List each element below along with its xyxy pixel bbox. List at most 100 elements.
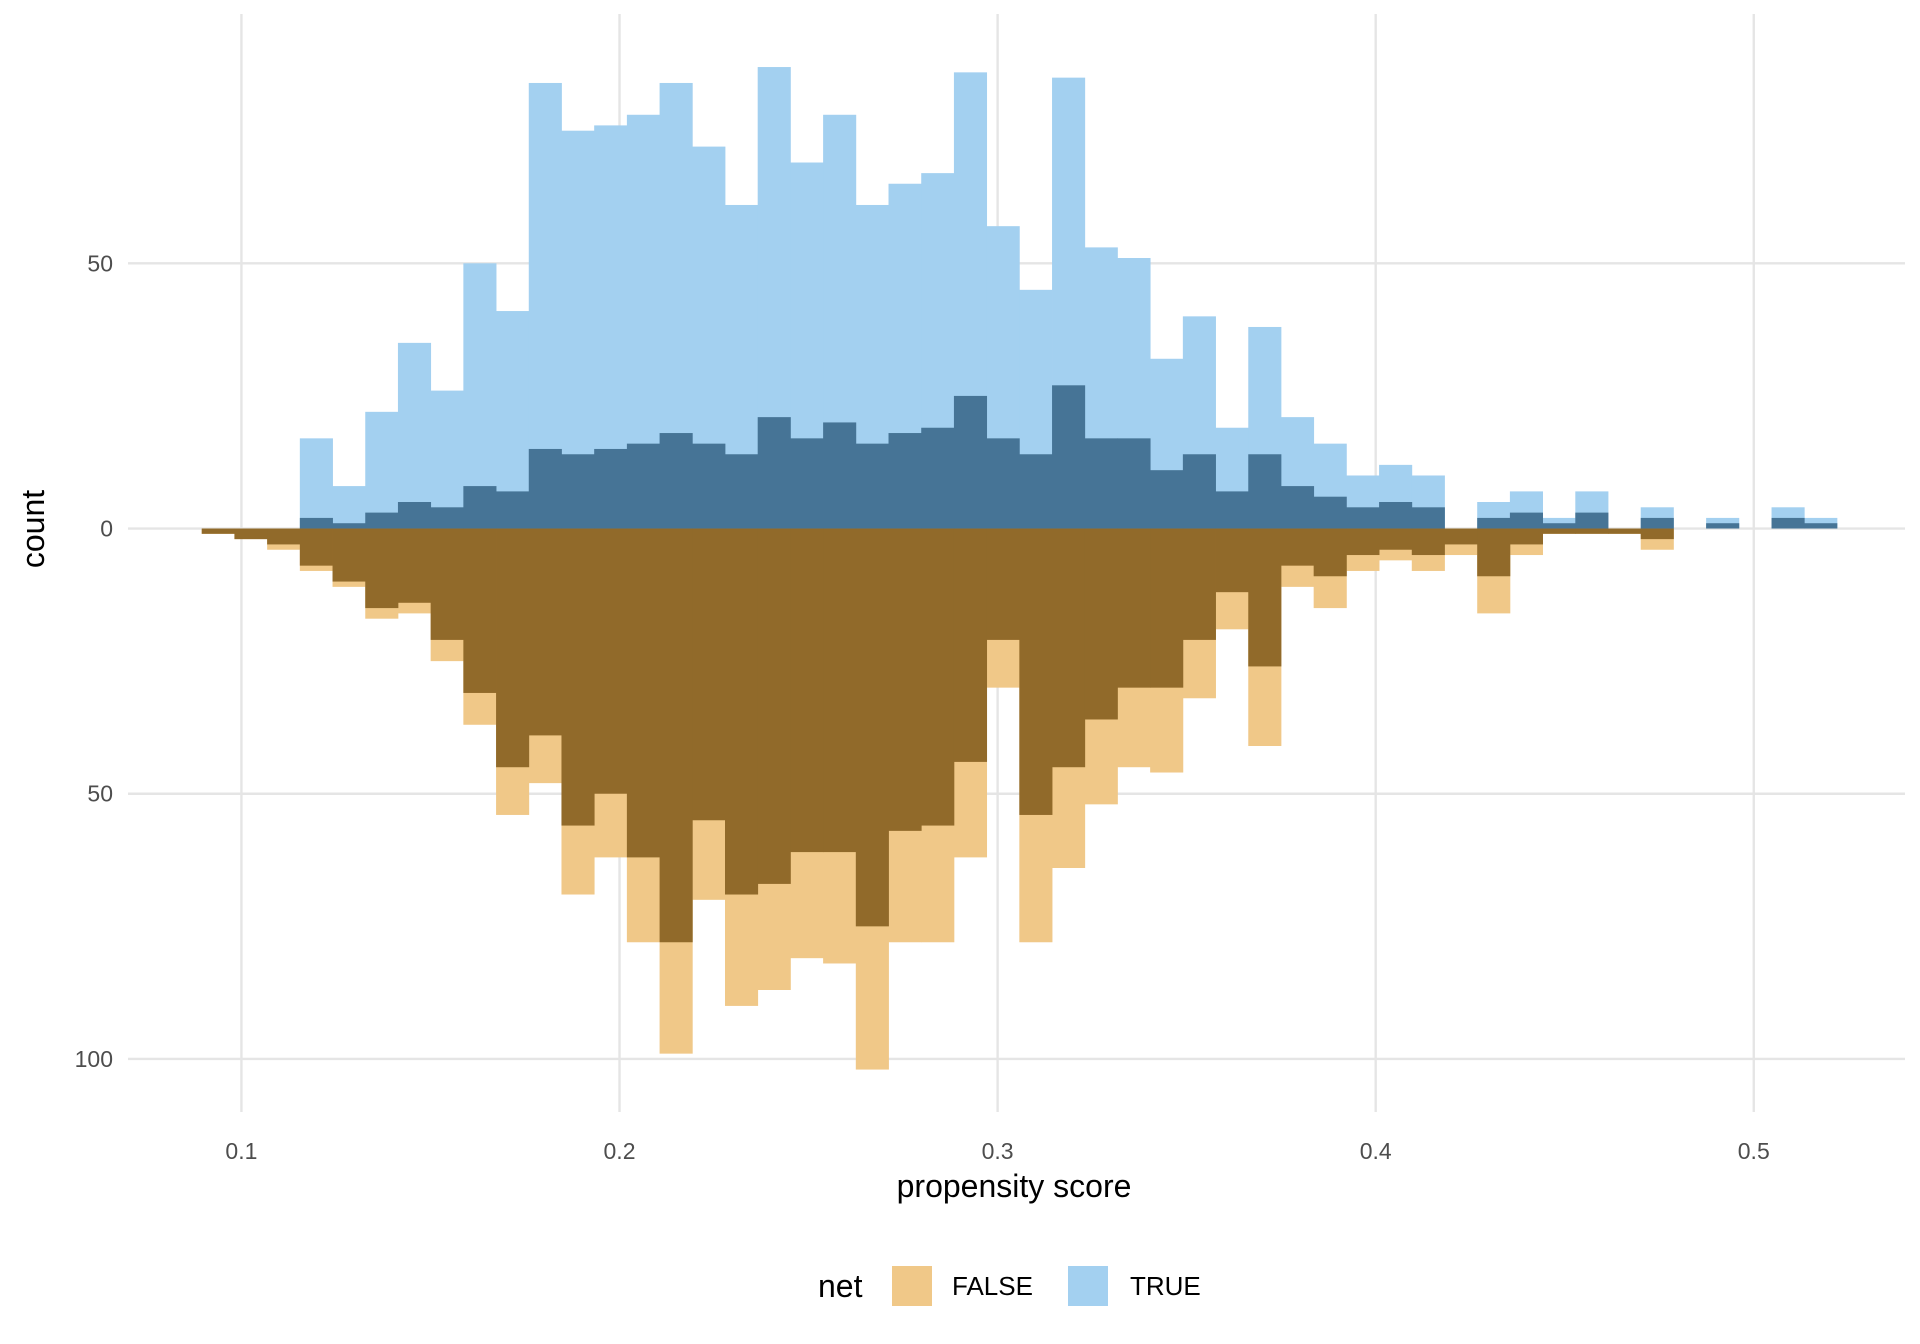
bar-true-raw bbox=[365, 411, 399, 529]
bar-false-weighted bbox=[626, 528, 660, 858]
x-tick-label: 0.3 bbox=[982, 1138, 1014, 1164]
bar-false-weighted bbox=[1379, 528, 1413, 550]
bar-false-weighted bbox=[561, 528, 595, 826]
bar-true-weighted bbox=[1117, 438, 1151, 529]
bar-true-weighted bbox=[332, 523, 366, 529]
bar-true-raw bbox=[332, 486, 366, 529]
legend-swatch-true bbox=[1068, 1266, 1108, 1306]
y-axis-title: count bbox=[15, 490, 51, 568]
bar-true-weighted bbox=[1215, 491, 1249, 529]
bar-false-weighted bbox=[1411, 528, 1445, 556]
bar-true-weighted bbox=[1379, 502, 1413, 529]
axis-tick-labels: 0.1 0.2 0.3 0.4 0.5 50 0 50 100 bbox=[75, 250, 1770, 1164]
bar-true-weighted bbox=[528, 448, 562, 529]
bar-false-weighted bbox=[1182, 528, 1216, 640]
bar-false-weighted bbox=[757, 528, 791, 884]
bar-false-weighted bbox=[855, 528, 889, 927]
bar-false-weighted bbox=[1509, 528, 1543, 545]
bar-false-weighted bbox=[692, 528, 726, 821]
bar-false-weighted bbox=[1575, 528, 1609, 534]
legend-title: net bbox=[818, 1268, 863, 1304]
y-tick-label: 50 bbox=[87, 781, 113, 807]
bar-true-weighted bbox=[757, 417, 791, 529]
bar-false-weighted bbox=[365, 528, 399, 609]
bar-true-weighted bbox=[1411, 507, 1445, 529]
bar-true-weighted bbox=[986, 438, 1020, 529]
bar-false-weighted bbox=[430, 528, 464, 640]
bar-true-weighted bbox=[659, 433, 693, 529]
bar-true-weighted bbox=[1248, 454, 1282, 529]
bar-true-weighted bbox=[594, 448, 628, 529]
bar-false-weighted bbox=[1346, 528, 1380, 556]
bar-false-weighted bbox=[1313, 528, 1347, 577]
bar-true-weighted bbox=[1542, 523, 1576, 529]
legend: net FALSE TRUE bbox=[818, 1266, 1201, 1306]
x-tick-label: 0.4 bbox=[1360, 1138, 1392, 1164]
bar-true-weighted bbox=[921, 427, 955, 529]
bar-true-weighted bbox=[1052, 385, 1086, 529]
bar-true-raw bbox=[1804, 517, 1838, 529]
bar-false-weighted bbox=[594, 528, 628, 794]
bar-true-weighted bbox=[365, 512, 399, 529]
bar-false-weighted bbox=[1640, 528, 1674, 540]
bar-true-weighted bbox=[953, 395, 988, 529]
bar-false-weighted bbox=[1444, 528, 1478, 545]
bar-true-weighted bbox=[823, 422, 857, 529]
bar-true-weighted bbox=[888, 433, 922, 529]
bar-false-weighted bbox=[1248, 528, 1282, 667]
bar-true-weighted bbox=[299, 517, 333, 529]
bar-true-weighted bbox=[790, 438, 824, 529]
bar-true-raw bbox=[463, 263, 497, 529]
bar-true-weighted bbox=[430, 507, 464, 529]
bar-false-weighted bbox=[659, 528, 693, 943]
bar-false-weighted bbox=[1150, 528, 1184, 688]
bar-true-weighted bbox=[725, 454, 759, 529]
bar-true-weighted bbox=[1182, 454, 1216, 529]
bar-false-weighted bbox=[921, 528, 955, 826]
bar-true-weighted bbox=[1346, 507, 1380, 529]
bar-false-weighted bbox=[463, 528, 497, 693]
bar-false-weighted bbox=[496, 528, 530, 768]
bar-true-raw bbox=[1706, 517, 1740, 529]
bar-false-weighted bbox=[725, 528, 759, 895]
bar-false-weighted bbox=[1019, 528, 1053, 815]
bar-false-weighted bbox=[1084, 528, 1118, 720]
bar-false-weighted bbox=[1215, 528, 1249, 593]
bar-false-weighted bbox=[1052, 528, 1086, 768]
bar-true-weighted bbox=[496, 491, 530, 529]
bar-true-weighted bbox=[1509, 512, 1543, 529]
bar-true-weighted bbox=[855, 443, 889, 529]
bar-false-weighted bbox=[299, 528, 333, 566]
legend-swatch-false bbox=[892, 1266, 932, 1306]
bar-false-weighted bbox=[1542, 528, 1576, 534]
bar-true-weighted bbox=[463, 486, 497, 529]
bar-true-weighted bbox=[1771, 517, 1805, 529]
bar-false-weighted bbox=[823, 528, 857, 853]
bar-true-raw bbox=[299, 438, 333, 529]
bar-false-weighted bbox=[1608, 528, 1642, 534]
legend-label-true: TRUE bbox=[1130, 1271, 1201, 1301]
bar-true-weighted bbox=[1019, 454, 1053, 529]
bar-false-weighted bbox=[790, 528, 824, 853]
bar-true-weighted bbox=[1150, 470, 1184, 529]
bar-false-weighted bbox=[201, 528, 235, 534]
bar-false-weighted bbox=[234, 528, 268, 540]
bar-false-weighted bbox=[528, 528, 562, 736]
bar-true-weighted bbox=[1280, 486, 1315, 529]
bar-false-weighted bbox=[1117, 528, 1151, 688]
bar-false-weighted bbox=[888, 528, 922, 831]
bar-true-weighted bbox=[626, 443, 660, 529]
bar-false-weighted bbox=[397, 528, 432, 603]
histogram-bars bbox=[201, 67, 1838, 1070]
bar-false-weighted bbox=[986, 528, 1020, 640]
x-tick-label: 0.1 bbox=[225, 1138, 257, 1164]
bar-true-weighted bbox=[1575, 512, 1609, 529]
y-tick-label: 50 bbox=[87, 250, 113, 276]
bar-true-weighted bbox=[397, 502, 432, 529]
legend-label-false: FALSE bbox=[952, 1271, 1033, 1301]
bar-true-weighted bbox=[561, 454, 595, 529]
bar-true-weighted bbox=[1477, 517, 1511, 529]
bar-false-weighted bbox=[1280, 528, 1315, 566]
y-tick-label: 0 bbox=[100, 516, 113, 542]
